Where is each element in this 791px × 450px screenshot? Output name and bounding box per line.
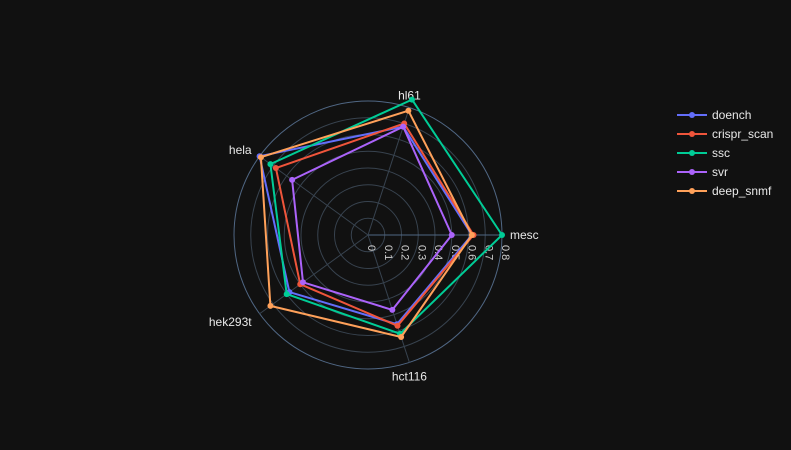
data-point-svr-mesc[interactable]	[448, 232, 455, 238]
radial-tick-label: 0.6	[466, 245, 478, 260]
axis-label-hek293t: hek293t	[209, 315, 252, 329]
series-doench	[256, 123, 475, 328]
data-point-deep_snmf-hct116[interactable]	[398, 333, 405, 340]
series-svr	[289, 123, 455, 313]
spoke-hct116	[367, 234, 410, 363]
data-point-svr-hek293t[interactable]	[299, 279, 306, 286]
legend-label: deep_snmf	[712, 184, 772, 198]
legend-swatch-marker	[689, 150, 695, 156]
radial-tick-label: 0.8	[499, 245, 511, 260]
data-point-crispr_scan-hela[interactable]	[272, 165, 279, 172]
data-point-svr-hela[interactable]	[289, 176, 296, 183]
series-deep_snmf	[257, 107, 475, 340]
series-crispr_scan	[272, 120, 477, 329]
radial-tick-label: 0.1	[382, 245, 394, 260]
legend-swatch-marker	[689, 188, 695, 194]
data-point-deep_snmf-hl61[interactable]	[405, 107, 412, 114]
legend-item-ssc[interactable]: ssc	[677, 146, 730, 160]
series-line-deep_snmf	[259, 109, 473, 338]
legend-label: crispr_scan	[712, 127, 773, 141]
series-line-doench	[258, 125, 473, 326]
data-point-ssc-hek293t[interactable]	[283, 291, 290, 298]
series-line-ssc	[269, 98, 503, 335]
data-point-svr-hct116[interactable]	[389, 306, 396, 313]
series-ssc	[267, 96, 505, 337]
legend-item-svr[interactable]: svr	[677, 165, 728, 179]
legend-label: doench	[712, 108, 751, 122]
legend-item-deep_snmf[interactable]: deep_snmf	[677, 184, 772, 198]
series-line-svr	[291, 125, 453, 311]
data-point-deep_snmf-hela[interactable]	[257, 154, 264, 161]
axis-label-hct116: hct116	[392, 369, 427, 383]
data-point-ssc-hela[interactable]	[267, 161, 274, 168]
angular-axis-labels: mesc hl61 hela hek293t hct116	[209, 89, 539, 384]
axis-label-mesc: mesc	[510, 228, 539, 242]
legend-swatch-marker	[689, 169, 695, 175]
legend-item-doench[interactable]: doench	[677, 108, 751, 122]
data-point-ssc-hl61[interactable]	[408, 96, 415, 103]
radial-tick-label: 0.7	[482, 245, 494, 260]
radial-tick-label: 0.3	[415, 245, 427, 260]
radial-tick-label: 0.2	[399, 245, 411, 260]
axis-label-hl61: hl61	[398, 89, 421, 103]
data-point-deep_snmf-hek293t[interactable]	[267, 302, 274, 309]
radial-tick-label: 0	[365, 245, 377, 251]
series-traces	[256, 96, 505, 340]
legend-swatch-marker	[689, 131, 695, 137]
data-point-ssc-mesc[interactable]	[499, 232, 505, 238]
data-point-crispr_scan-hct116[interactable]	[394, 322, 401, 329]
series-line-crispr_scan	[274, 122, 475, 327]
legend-swatch-marker	[689, 112, 695, 118]
legend-label: svr	[712, 165, 728, 179]
data-point-deep_snmf-mesc[interactable]	[468, 232, 475, 238]
spoke-hek293t	[259, 234, 369, 315]
axis-label-hela: hela	[229, 143, 252, 157]
legend-item-crispr_scan[interactable]: crispr_scan	[677, 127, 773, 141]
data-point-svr-hl61[interactable]	[400, 123, 407, 130]
legend-label: ssc	[712, 146, 730, 160]
